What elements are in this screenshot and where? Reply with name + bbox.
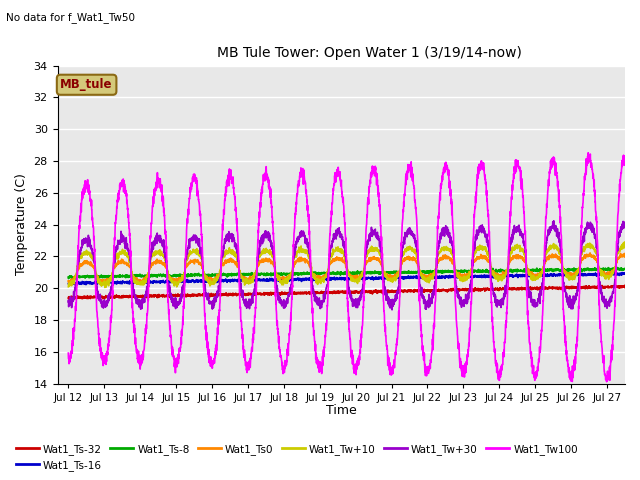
- Wat1_Tw100: [611, 310, 618, 316]
- Wat1_Ts-16: [128, 280, 136, 286]
- Line: Wat1_Ts0: Wat1_Ts0: [68, 253, 625, 284]
- Wat1_Ts-8: [161, 273, 169, 278]
- Wat1_Tw+30: [161, 250, 169, 256]
- Wat1_Ts-8: [302, 271, 310, 276]
- Line: Wat1_Tw+30: Wat1_Tw+30: [68, 221, 625, 310]
- Line: Wat1_Ts-16: Wat1_Ts-16: [68, 273, 625, 285]
- Wat1_Ts-16: [618, 270, 626, 276]
- Wat1_Tw+10: [621, 239, 628, 245]
- Wat1_Tw+10: [101, 285, 109, 290]
- Wat1_Ts-16: [65, 281, 72, 287]
- Wat1_Tw+30: [128, 280, 136, 286]
- Wat1_Tw100: [584, 150, 592, 156]
- Wat1_Ts-16: [278, 277, 286, 283]
- Wat1_Tw100: [621, 157, 629, 163]
- Wat1_Ts0: [621, 253, 629, 259]
- Wat1_Ts-32: [161, 293, 169, 299]
- Wat1_Ts-32: [621, 282, 628, 288]
- Wat1_Tw100: [603, 379, 611, 384]
- Wat1_Ts-8: [128, 274, 136, 279]
- Wat1_Ts-32: [128, 294, 136, 300]
- Wat1_Tw+10: [278, 282, 286, 288]
- Wat1_Ts-8: [621, 266, 629, 272]
- Wat1_Ts-8: [611, 266, 618, 272]
- Wat1_Ts0: [611, 267, 618, 273]
- Wat1_Tw100: [65, 350, 72, 356]
- Wat1_Tw100: [278, 360, 285, 365]
- Wat1_Tw+10: [550, 245, 558, 251]
- Wat1_Tw100: [128, 288, 136, 293]
- Wat1_Tw+30: [65, 299, 72, 305]
- Text: No data for f_Wat1_Tw50: No data for f_Wat1_Tw50: [6, 12, 136, 23]
- Wat1_Ts-16: [68, 282, 76, 288]
- Wat1_Tw+30: [611, 281, 618, 287]
- Text: MB_tule: MB_tule: [60, 78, 113, 91]
- Wat1_Ts0: [302, 258, 310, 264]
- Wat1_Ts-16: [302, 277, 310, 283]
- Wat1_Tw+10: [302, 249, 310, 255]
- Wat1_Tw+30: [388, 307, 396, 313]
- Wat1_Ts-32: [278, 289, 286, 295]
- Wat1_Tw+10: [611, 267, 618, 273]
- Y-axis label: Temperature (C): Temperature (C): [15, 174, 28, 276]
- Wat1_Tw+10: [65, 284, 72, 289]
- Wat1_Ts0: [586, 250, 594, 256]
- Wat1_Ts-16: [621, 271, 629, 276]
- Wat1_Ts-32: [621, 285, 629, 290]
- Wat1_Tw100: [161, 223, 169, 229]
- Title: MB Tule Tower: Open Water 1 (3/19/14-now): MB Tule Tower: Open Water 1 (3/19/14-now…: [217, 46, 522, 60]
- Wat1_Ts-16: [161, 279, 169, 285]
- Line: Wat1_Ts-8: Wat1_Ts-8: [68, 267, 625, 278]
- Wat1_Tw+30: [621, 222, 629, 228]
- Line: Wat1_Ts-32: Wat1_Ts-32: [68, 285, 625, 300]
- Wat1_Tw+10: [128, 274, 136, 280]
- Wat1_Tw+30: [302, 239, 310, 245]
- Wat1_Ts-32: [65, 296, 72, 301]
- Wat1_Tw100: [550, 160, 558, 166]
- Wat1_Ts-16: [611, 271, 618, 276]
- Wat1_Tw+10: [621, 243, 629, 249]
- Wat1_Ts-8: [278, 271, 286, 277]
- Wat1_Tw+30: [278, 303, 285, 309]
- Wat1_Ts-16: [550, 272, 558, 278]
- Wat1_Tw+30: [550, 218, 557, 224]
- Wat1_Ts-8: [613, 264, 621, 270]
- Wat1_Tw+10: [161, 254, 169, 260]
- Wat1_Ts-8: [65, 274, 72, 280]
- Wat1_Ts-8: [65, 276, 72, 281]
- X-axis label: Time: Time: [326, 404, 356, 417]
- Wat1_Ts0: [65, 278, 72, 284]
- Wat1_Ts-32: [302, 290, 310, 296]
- Wat1_Ts-32: [611, 284, 618, 290]
- Wat1_Ts-8: [550, 266, 558, 272]
- Wat1_Ts0: [128, 270, 136, 276]
- Wat1_Ts-32: [550, 284, 558, 290]
- Wat1_Tw100: [302, 189, 310, 195]
- Line: Wat1_Tw100: Wat1_Tw100: [68, 153, 625, 382]
- Wat1_Tw+30: [550, 225, 558, 230]
- Wat1_Ts0: [278, 276, 286, 282]
- Legend: Wat1_Ts-32, Wat1_Ts-16, Wat1_Ts-8, Wat1_Ts0, Wat1_Tw+10, Wat1_Tw+30, Wat1_Tw100: Wat1_Ts-32, Wat1_Ts-16, Wat1_Ts-8, Wat1_…: [12, 439, 582, 475]
- Wat1_Ts0: [550, 254, 558, 260]
- Wat1_Ts0: [100, 281, 108, 287]
- Wat1_Ts0: [161, 264, 169, 269]
- Wat1_Ts-32: [70, 297, 78, 302]
- Line: Wat1_Tw+10: Wat1_Tw+10: [68, 242, 625, 288]
